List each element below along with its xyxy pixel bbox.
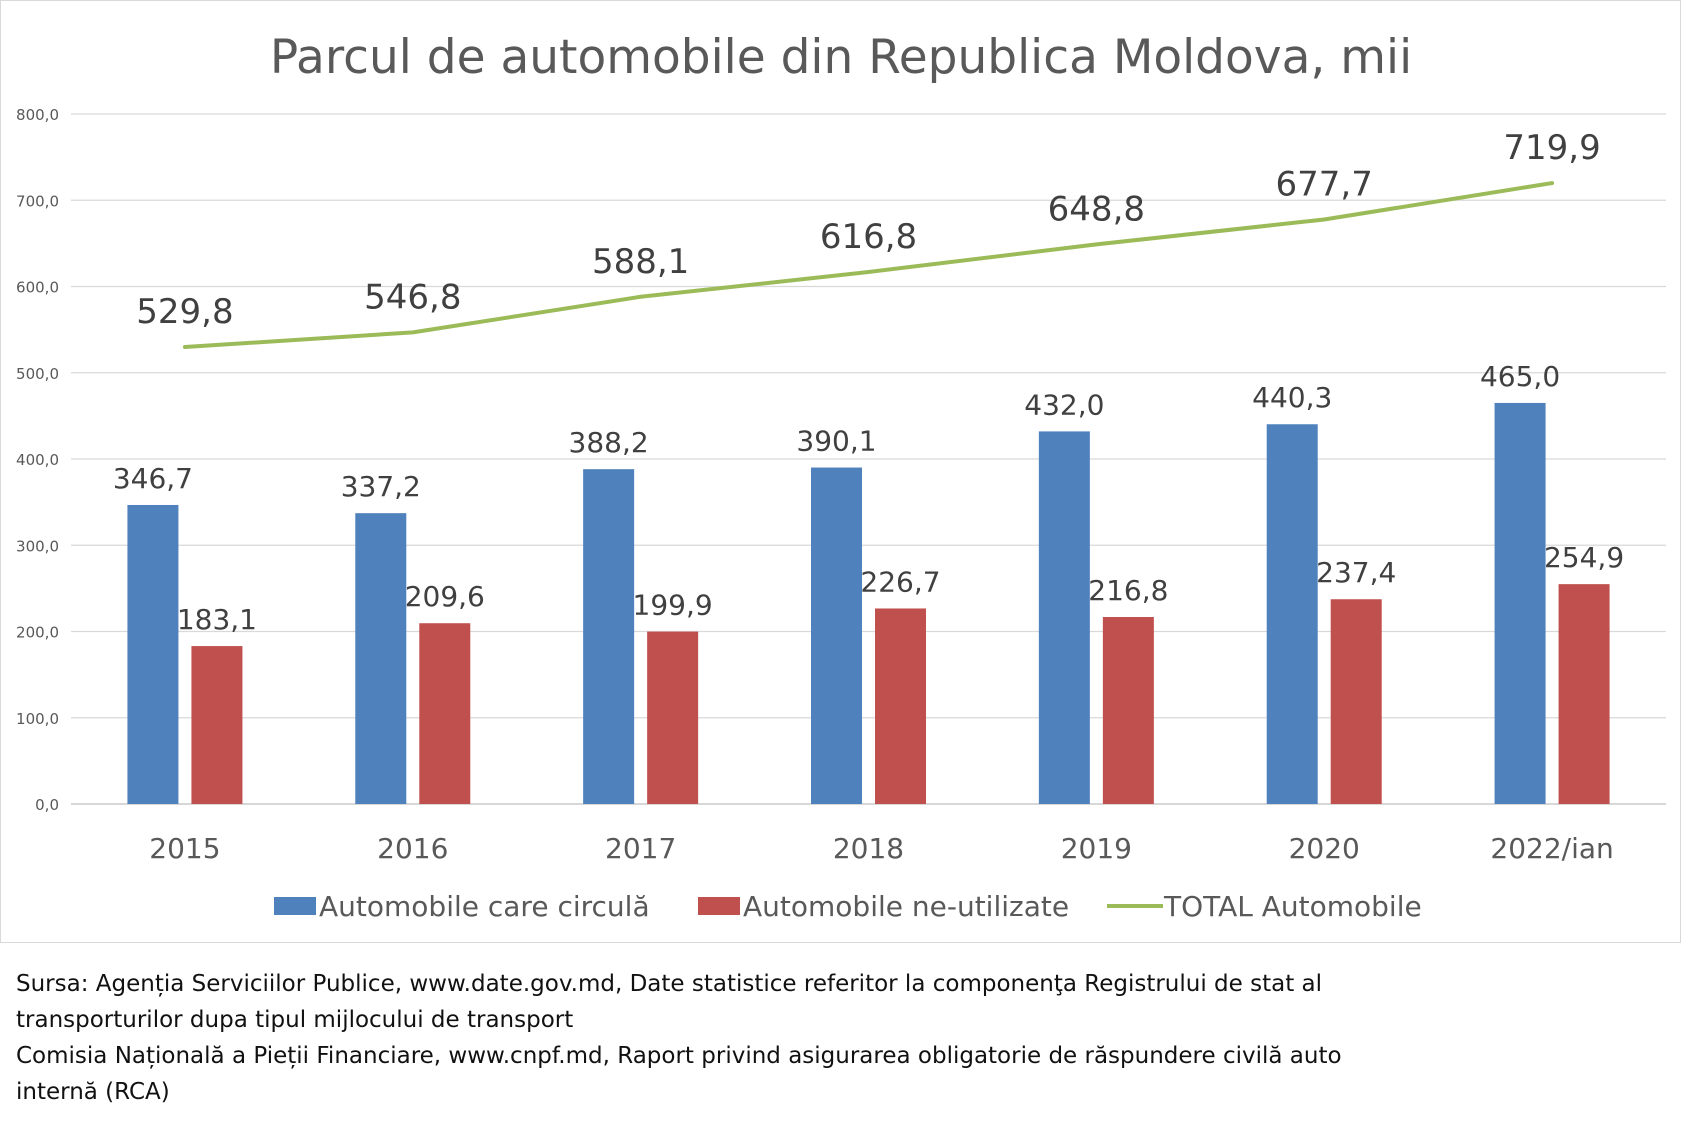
bar — [1330, 599, 1382, 804]
total-data-label: 677,7 — [1276, 164, 1373, 204]
data-label: 216,8 — [1088, 574, 1168, 607]
total-data-label: 529,8 — [136, 292, 233, 332]
data-label: 183,1 — [177, 603, 257, 636]
data-label: 390,1 — [796, 425, 876, 458]
data-label: 209,6 — [405, 580, 485, 613]
y-tick-label: 800,0 — [16, 106, 59, 124]
bar — [811, 467, 862, 804]
bar — [355, 513, 407, 804]
data-label: 254,9 — [1544, 541, 1624, 574]
y-tick-label: 0,0 — [35, 796, 59, 814]
source-line: transporturilor dupa tipul mijlocului de… — [16, 1007, 574, 1033]
x-axis-ticks: 2015 2016 2017 2018 2019 2020 2022/ian — [149, 832, 1613, 865]
y-tick-label: 700,0 — [16, 192, 59, 210]
x-tick-label: 2018 — [833, 832, 904, 865]
bar — [875, 608, 926, 804]
bar — [191, 646, 243, 804]
legend-label: Automobile care circulă — [319, 890, 650, 923]
bar — [647, 631, 699, 804]
total-line — [182, 181, 1555, 350]
source-line: Comisia Națională a Pieții Financiare, w… — [16, 1043, 1342, 1069]
data-label: 432,0 — [1024, 388, 1104, 421]
y-axis-ticks: 0,0 100,0 200,0 300,0 400,0 500,0 600,0 700,0 80… — [16, 106, 59, 814]
gridlines — [71, 113, 1666, 805]
bar — [583, 469, 635, 804]
chart-svg: Parcul de automobile din Republica Moldo… — [16, 30, 1666, 923]
legend: Automobile care circulă Automobile ne-uti… — [274, 890, 1422, 923]
source-note: Sursa: Agenția Serviciilor Publice, www.… — [16, 966, 1656, 1110]
bar — [1266, 424, 1318, 804]
x-tick-label: 2020 — [1289, 832, 1360, 865]
x-tick-label: 2016 — [377, 832, 448, 865]
bar — [1038, 431, 1090, 804]
y-tick-label: 300,0 — [16, 537, 59, 555]
data-label: 440,3 — [1252, 381, 1332, 414]
total-data-label: 719,9 — [1503, 128, 1600, 168]
legend-swatch — [274, 897, 316, 915]
bar — [1558, 584, 1610, 804]
source-line: Sursa: Agenția Serviciilor Publice, www.… — [16, 971, 1323, 997]
bars — [127, 402, 1610, 804]
chart-title: Parcul de automobile din Republica Moldo… — [270, 30, 1412, 85]
legend-swatch — [698, 897, 740, 915]
y-tick-label: 600,0 — [16, 279, 59, 297]
y-tick-label: 200,0 — [16, 624, 59, 642]
total-data-label: 546,8 — [364, 277, 461, 317]
total-data-label: 648,8 — [1048, 189, 1145, 229]
legend-label: TOTAL Automobile — [1163, 890, 1422, 923]
data-label: 337,2 — [341, 470, 421, 503]
y-tick-label: 500,0 — [16, 365, 59, 383]
x-tick-label: 2019 — [1061, 832, 1132, 865]
x-tick-label: 2017 — [605, 832, 676, 865]
data-label: 237,4 — [1316, 556, 1396, 589]
bar — [1102, 617, 1154, 804]
data-labels: 346,7 337,2 388,2 390,1 432,0 440,3 465,0 183,1… — [113, 128, 1624, 636]
total-data-label: 616,8 — [820, 217, 917, 257]
data-label: 465,0 — [1480, 360, 1560, 393]
source-line: internă (RCA) — [16, 1079, 170, 1105]
data-label: 199,9 — [633, 589, 713, 622]
total-line-path — [182, 181, 1555, 350]
bar — [419, 623, 471, 804]
data-label: 226,7 — [860, 565, 940, 598]
bar — [127, 504, 179, 804]
data-label: 388,2 — [569, 426, 649, 459]
data-label: 346,7 — [113, 462, 193, 495]
bar — [1494, 402, 1546, 804]
y-tick-label: 400,0 — [16, 451, 59, 469]
y-tick-label: 100,0 — [16, 710, 59, 728]
total-data-label: 588,1 — [592, 242, 689, 282]
chart-frame: Parcul de automobile din Republica Moldo… — [0, 0, 1681, 943]
legend-label: Automobile ne-utilizate — [743, 890, 1069, 923]
x-tick-label: 2015 — [149, 832, 220, 865]
x-tick-label: 2022/ian — [1490, 832, 1613, 865]
